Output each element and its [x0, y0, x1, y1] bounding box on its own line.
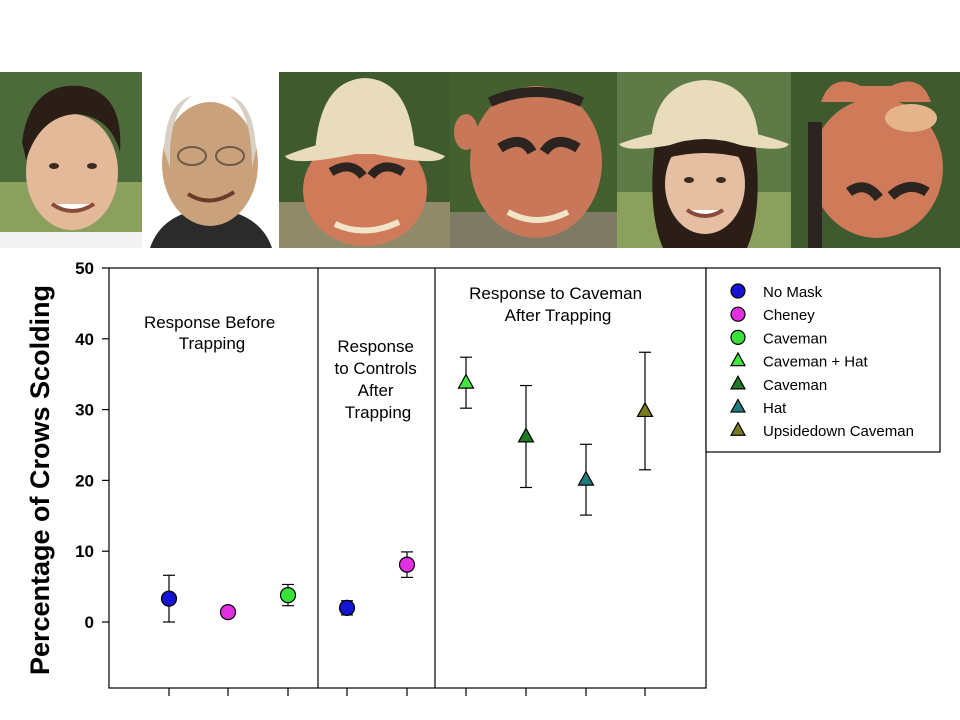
upsidedown-caveman-mask-icon [791, 72, 960, 248]
legend-label: Caveman [763, 330, 827, 347]
mask [303, 134, 427, 246]
chart: Percentage of Crows Scolding 0 10 20 30 40 50… [25, 259, 941, 696]
y-tick-label: 50 [75, 259, 94, 278]
y-tick-label: 30 [75, 401, 94, 420]
legend-label: No Mask [763, 284, 823, 301]
hair [22, 85, 121, 160]
face [665, 134, 745, 234]
panel-label: Response to Caveman After Trapping [469, 284, 647, 325]
legend-frame [705, 267, 941, 453]
legend-label: Caveman + Hat [763, 354, 868, 371]
legend-label: Hat [763, 400, 787, 417]
x-axis-ticks [168, 688, 646, 696]
data-point-upsidedown-caveman [636, 351, 654, 471]
young-man-face-icon [0, 72, 142, 248]
data-point-cheney [398, 551, 416, 578]
legend-label: Upsidedown Caveman [763, 423, 914, 440]
panel-label: Response to Controls After Trapping [335, 337, 422, 422]
legend-label: Cheney [763, 307, 815, 324]
cheney-face-icon [142, 72, 279, 248]
mask [470, 86, 602, 238]
legend-item: Caveman [730, 329, 827, 347]
legend-item: Caveman [729, 375, 827, 394]
y-axis-label: Percentage of Crows Scolding [25, 285, 55, 675]
data-point-caveman [517, 384, 535, 489]
y-axis: 0 10 20 30 40 50 [75, 259, 109, 632]
legend-label: Caveman [763, 377, 827, 394]
face [162, 102, 258, 226]
legend-item: Hat [729, 398, 787, 417]
woman-with-hat-icon [617, 72, 791, 248]
panel-label: Response Before Trapping [144, 313, 280, 353]
y-tick-label: 10 [75, 542, 94, 561]
data-point-caveman [279, 583, 297, 607]
data-point-hat [577, 443, 595, 516]
data-point-caveman-hat [457, 356, 475, 409]
y-tick-label: 40 [75, 330, 94, 349]
mask [811, 98, 943, 238]
data-point-cheney [219, 603, 237, 621]
y-tick-label: 0 [85, 613, 94, 632]
photo-strip [0, 72, 960, 248]
data-point-no-mask [160, 574, 178, 623]
caveman-mask-icon [450, 72, 617, 248]
legend-item: Caveman + Hat [729, 351, 868, 371]
y-tick-label: 20 [75, 471, 94, 490]
legend-item: No Mask [730, 283, 823, 301]
caveman-mask-with-hat-icon [279, 72, 450, 248]
legend-item: Upsidedown Caveman [729, 421, 914, 440]
data-points [160, 351, 654, 623]
face [26, 114, 118, 230]
data-point-no-mask [338, 599, 356, 616]
legend: No Mask Cheney Caveman Caveman + Hat Caveman… [705, 267, 941, 453]
legend-item: Cheney [730, 306, 815, 324]
